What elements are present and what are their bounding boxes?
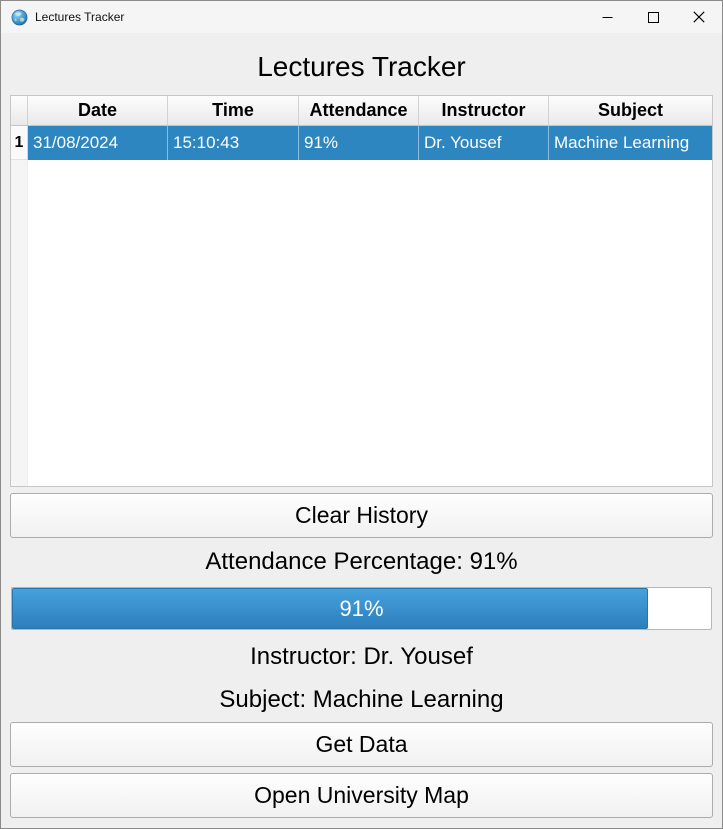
- cell-instructor[interactable]: Dr. Yousef: [419, 126, 549, 160]
- vertical-header-strip: [11, 160, 28, 486]
- maximize-icon: [647, 11, 659, 23]
- table-corner-cell: [11, 96, 28, 125]
- column-header-time[interactable]: Time: [168, 96, 299, 125]
- column-header-instructor[interactable]: Instructor: [419, 96, 549, 125]
- globe-icon[interactable]: [11, 9, 28, 26]
- cell-subject[interactable]: Machine Learning: [549, 126, 712, 160]
- cell-time[interactable]: 15:10:43: [168, 126, 299, 160]
- column-header-subject[interactable]: Subject: [597, 100, 663, 120]
- table-viewport: [28, 160, 712, 486]
- instructor-label: Instructor: Dr. Yousef: [250, 643, 473, 670]
- window-title: Lectures Tracker: [35, 10, 125, 24]
- minimize-button[interactable]: [584, 1, 630, 33]
- get-data-button[interactable]: Get Data: [10, 722, 713, 767]
- cell-date[interactable]: 31/08/2024: [28, 126, 168, 160]
- table-header-row: Date Time Attendance Instructor Subject: [11, 96, 712, 126]
- progress-value-text: 91%: [339, 595, 384, 621]
- column-header-date[interactable]: Date: [28, 96, 168, 125]
- subject-label: Subject: Machine Learning: [219, 686, 504, 713]
- attendance-percentage-label: Attendance Percentage: 91%: [205, 548, 518, 575]
- titlebar[interactable]: Lectures Tracker: [1, 1, 722, 33]
- table-row[interactable]: 1 31/08/2024 15:10:43 91% Dr. Yousef Mac…: [11, 126, 712, 160]
- lectures-table[interactable]: Date Time Attendance Instructor Subject …: [10, 95, 713, 487]
- page-title: Lectures Tracker: [257, 51, 466, 82]
- attendance-progress-bar: 91%: [11, 587, 712, 630]
- minimize-icon: [602, 16, 612, 18]
- close-icon: [693, 11, 705, 23]
- maximize-button[interactable]: [630, 1, 676, 33]
- progress-fill: [12, 588, 649, 629]
- clear-history-button[interactable]: Clear History: [10, 493, 713, 538]
- column-header-attendance[interactable]: Attendance: [299, 96, 419, 125]
- row-number-cell[interactable]: 1: [11, 126, 28, 160]
- close-button[interactable]: [676, 1, 722, 33]
- cell-attendance[interactable]: 91%: [299, 126, 419, 160]
- open-university-map-button[interactable]: Open University Map: [10, 773, 713, 818]
- table-empty-area[interactable]: [11, 160, 712, 486]
